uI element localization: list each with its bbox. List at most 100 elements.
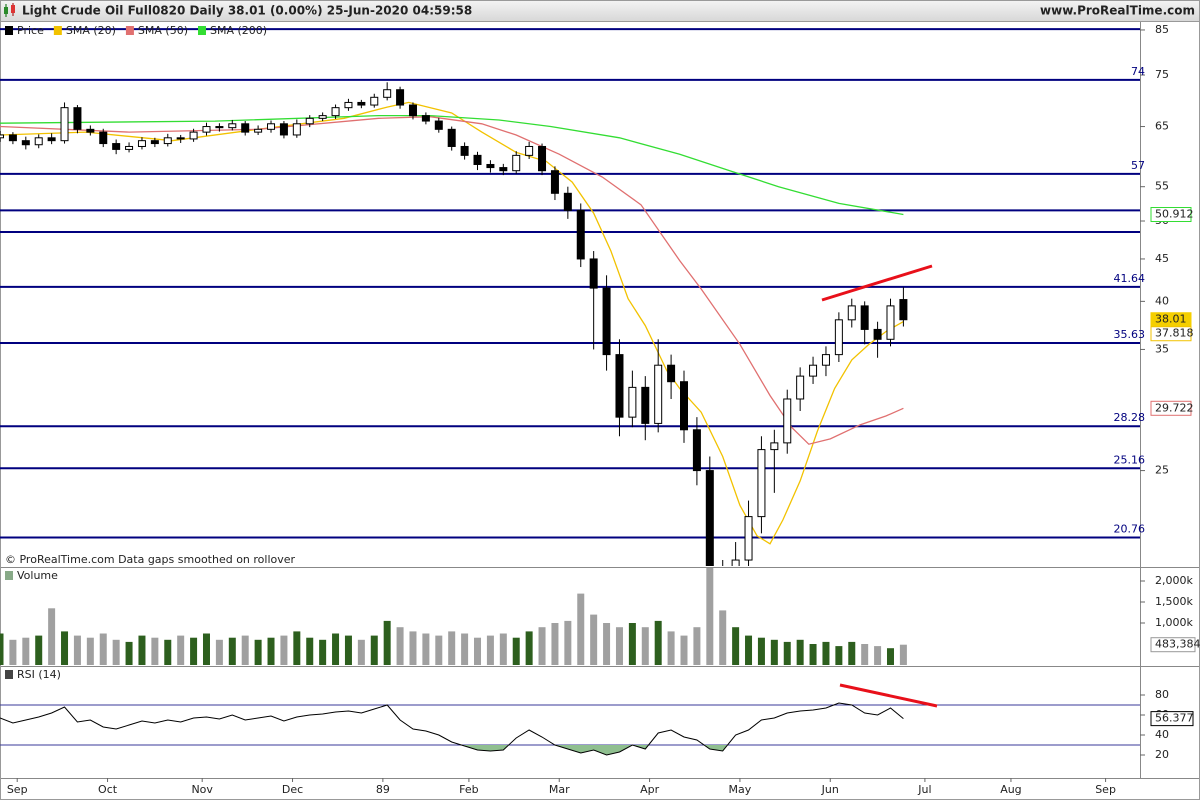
source[interactable]: www.ProRealTime.com [1040,4,1195,18]
candle-body [796,375,805,400]
candle-body [305,117,314,125]
volume-bar [874,646,882,665]
volume-bar [641,627,649,665]
value-tag-box [1150,711,1194,727]
rsi-panel [0,702,1140,756]
volume-bar [603,623,611,665]
value-tag: 483,384 [1155,638,1200,651]
sma-line [0,116,904,445]
volume-bar [409,631,417,665]
x-tick-label: Sep [7,783,28,796]
volume-bar [822,641,830,665]
candle-body [357,101,366,106]
candle-body [847,305,856,321]
value-tag-box [1150,326,1192,342]
volume-bar [538,627,546,665]
y-tick-label: 25 [1155,464,1169,477]
candle-body [150,140,159,145]
chart-title: Light Crude Oil Full0820 Daily 38.01 (0.… [22,4,472,18]
volume-bar [125,641,133,665]
candle-body [396,89,405,106]
x-tick-label: Aug [1000,783,1021,796]
volume-bar [861,644,869,665]
candle-body [0,134,4,139]
legend-label[interactable]: Price [17,24,44,37]
volume-bar [667,631,675,665]
candle-body [254,128,263,133]
rsi-icon [5,670,13,679]
candle-body [512,154,521,172]
candle-body [834,319,843,356]
candle-body [447,128,456,147]
value-tag: 38.01 [1155,313,1187,326]
legend-label[interactable]: SMA (50) [138,24,188,37]
candle-body [563,192,572,211]
value-tag: 29.722 [1155,401,1194,414]
level-label: 57 [1131,159,1145,172]
volume-bar [770,639,778,665]
candle-body [344,101,353,109]
y-tick-label: 2,000k [1155,574,1193,587]
y-tick-label: 20 [1155,748,1169,761]
header-icon [4,3,15,17]
volume-bar [215,639,223,665]
candle-body [809,364,818,377]
x-tick-label: Oct [98,783,118,796]
volume-bar [0,633,4,665]
sma-line [0,114,904,216]
legend-swatch [125,26,134,35]
candle-body [86,128,95,133]
legend-swatch [198,26,206,35]
volume-bar [680,635,688,665]
header-bar [0,0,1200,21]
volume-bar [190,637,198,665]
level-label: 74 [1131,65,1145,78]
legend-label[interactable]: SMA (20) [66,24,116,37]
y-tick-label: 55 [1155,180,1169,193]
value-tag-box [1150,400,1192,416]
candle-body [21,140,30,146]
volume-bar [202,633,210,665]
level-label: 41.64 [1114,272,1146,285]
candle-body [279,123,288,136]
volume-bar [73,635,81,665]
candle-body [589,258,598,289]
volume-bar [899,644,907,665]
candle-body [8,134,17,142]
volume-bar [886,648,894,665]
candle-body [692,429,701,472]
candle-body [34,137,43,146]
volume-bar [319,639,327,665]
legend-swatch [5,26,13,35]
rsi-label: RSI (14) [17,668,61,681]
sma-line [0,101,904,545]
volume-bar [835,646,843,665]
volume-bar [615,627,623,665]
candle-body [292,123,301,136]
volume-bar [783,641,791,665]
volume-bar [357,639,365,665]
volume-bar [86,637,94,665]
footnote: © ProRealTime.com Data gaps smoothed on … [5,553,296,566]
rsi-oversold-area [0,745,904,755]
volume-bar [435,635,443,665]
candle-body [421,115,430,122]
candle-body [628,386,637,418]
candle-body [615,354,624,418]
volume-bar [577,593,585,665]
y-tick-label: 35 [1155,342,1169,355]
candle-body [641,386,650,424]
legend-label[interactable]: SMA (200) [210,24,267,37]
candle-body [383,89,392,98]
volume-bar [151,637,159,665]
candle-body [654,364,663,424]
value-tag: 56.377 [1155,712,1194,725]
volume-bar [293,631,301,665]
volume-bar [9,639,17,665]
volume-bar [35,635,43,665]
volume-bar [138,635,146,665]
volume-bar [254,639,262,665]
candle-body [821,354,830,366]
y-tick-label: 1,000k [1155,616,1193,629]
